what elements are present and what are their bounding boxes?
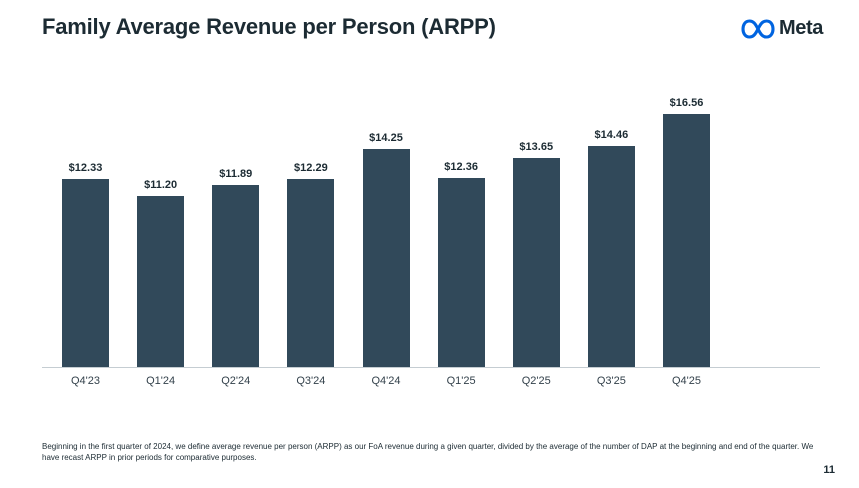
bar [587,146,635,367]
x-axis-label: Q2'24 [221,375,251,387]
meta-logo: Meta [741,17,823,40]
footnote: Beginning in the first quarter of 2024, … [42,442,814,463]
x-axis-label: Q1'25 [446,375,476,387]
x-axis-label: Q4'24 [371,375,401,387]
bar-value-label: $14.25 [369,132,403,144]
chart-plot-area: $12.33 $11.20 $11.89 $12.29 $14.25 $12.36 $13.… [42,92,820,368]
meta-infinity-icon [741,18,775,40]
bar [137,196,185,367]
bar-value-label: $12.29 [294,162,328,174]
bar [212,185,260,367]
bar-group: $14.25 [362,132,410,367]
x-axis-label: Q4'25 [671,375,701,387]
bar-group: $13.65 [512,141,560,367]
bar-value-label: $11.20 [144,179,178,191]
bar-value-label: $13.65 [519,141,554,153]
bar [362,149,410,367]
bar-group: $14.46 [587,129,635,367]
arpp-bar-chart: $12.33 $11.20 $11.89 $12.29 $14.25 $12.36 $13.… [42,92,820,387]
bar-group: $12.29 [287,162,335,367]
bar [512,158,560,367]
bar [62,179,109,367]
bar-value-label: $12.36 [444,161,478,173]
x-axis-label: Q3'25 [596,375,626,387]
bar-value-label: $11.89 [219,168,253,180]
bar-group: $11.20 [137,179,185,367]
x-axis-label: Q3'24 [296,375,326,387]
bar-group: $12.33 [62,162,109,367]
page-number: 11 [823,464,835,476]
bar-value-label: $14.46 [594,129,629,141]
bar-group: $12.36 [437,161,485,367]
bar [663,114,710,367]
bar-group: $16.56 [663,97,710,367]
x-axis-label: Q2'25 [521,375,551,387]
page-title: Family Average Revenue per Person (ARPP) [42,14,496,39]
bar [287,179,335,367]
bar [437,178,485,367]
bar-group: $11.89 [212,168,260,367]
x-axis-label: Q4'23 [70,375,100,387]
header: Family Average Revenue per Person (ARPP)… [42,14,823,40]
meta-wordmark: Meta [779,17,823,39]
x-axis-label: Q1'24 [146,375,176,387]
x-axis: Q4'23 Q1'24 Q2'24 Q3'24 Q4'24 Q1'25 Q2'25 Q3'25… [42,375,820,387]
bar-value-label: $12.33 [68,162,103,174]
bar-value-label: $16.56 [669,97,704,109]
